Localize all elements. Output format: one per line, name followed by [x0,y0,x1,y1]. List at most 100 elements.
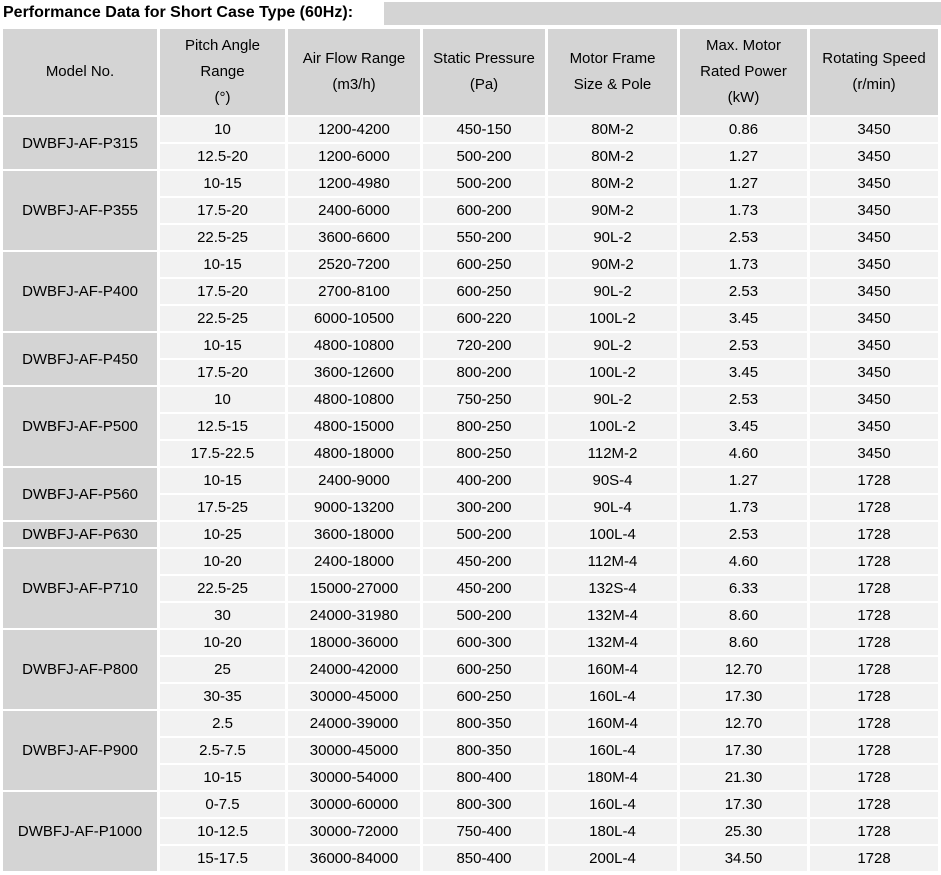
data-cell: 2.5-7.5 [160,738,285,763]
table-row: 2.5-7.5 30000-45000 800-350 160L-4 17.30 1728 [3,738,938,763]
table-row: 17.5-20 2400-6000 600-200 90M-2 1.73 3450 [3,198,938,223]
data-cell: 2700-8100 [288,279,420,304]
data-cell: 4800-18000 [288,441,420,466]
data-cell: 600-300 [423,630,545,655]
table-row: 22.5-25 15000-27000 450-200 132S-4 6.33 1728 [3,576,938,601]
data-cell: 600-200 [423,198,545,223]
data-cell: 10 [160,117,285,142]
data-cell: 0.86 [680,117,807,142]
data-cell: 21.30 [680,765,807,790]
data-cell: 1728 [810,684,938,709]
data-cell: 800-300 [423,792,545,817]
data-cell: 750-250 [423,387,545,412]
table-row: DWBFJ-AF-P800 10-20 18000-36000 600-300 132M… [3,630,938,709]
data-cell: 90M-2 [548,198,677,223]
data-cell: 4800-10800 [288,333,420,358]
column-header: Pitch Angle Range (°) [160,29,285,115]
column-header: Rotating Speed (r/min) [810,29,938,115]
header-row: Model No. Pitch Angle Range (°) Air Flow Ran… [3,29,938,115]
data-cell: 18000-36000 [288,630,420,655]
data-cell: 10-15 [160,468,285,493]
data-cell: 3450 [810,306,938,331]
data-cell: 90L-2 [548,387,677,412]
data-cell: 34.50 [680,846,807,871]
data-cell: 1.27 [680,171,807,196]
column-header-line: Size & Pole [573,76,652,93]
data-cell: 3450 [810,117,938,142]
data-cell: 550-200 [423,225,545,250]
column-header-line: (kW) [727,89,760,106]
column-header: Model No. [3,29,157,115]
data-cell: 1728 [810,792,938,817]
data-cell: 17.5-22.5 [160,441,285,466]
data-cell: 800-200 [423,360,545,385]
data-cell: 9000-13200 [288,495,420,520]
table-row: 10-15 30000-54000 800-400 180M-4 21.30 1728 [3,765,938,790]
data-cell: 25 [160,657,285,682]
data-cell: 12.70 [680,711,807,736]
data-cell: 750-400 [423,819,545,844]
column-header-line: Rotating Speed [822,50,926,67]
data-cell: 132M-4 [548,630,677,655]
data-cell: 1728 [810,738,938,763]
data-cell: 15000-27000 [288,576,420,601]
data-cell: 80M-2 [548,144,677,169]
table-row: 12.5-20 1200-6000 500-200 80M-2 1.27 3450 [3,144,938,169]
data-cell: 3450 [810,360,938,385]
data-cell: 24000-42000 [288,657,420,682]
model-cell: DWBFJ-AF-P400 [3,252,157,331]
column-header-line: Pitch Angle [184,37,261,54]
data-cell: 3.45 [680,306,807,331]
column-header: Static Pressure (Pa) [423,29,545,115]
data-cell: 500-200 [423,144,545,169]
column-header-line: Max. Motor [705,37,781,54]
data-cell: 30000-60000 [288,792,420,817]
table-row: 17.5-20 2700-8100 600-250 90L-2 2.53 3450 [3,279,938,304]
data-cell: 17.30 [680,684,807,709]
data-cell: 600-250 [423,657,545,682]
data-cell: 10-15 [160,252,285,277]
data-cell: 30000-72000 [288,819,420,844]
data-cell: 1728 [810,846,938,871]
data-cell: 850-400 [423,846,545,871]
data-cell: 500-200 [423,171,545,196]
data-cell: 450-200 [423,576,545,601]
data-cell: 10-25 [160,522,285,547]
table-row: 30-35 30000-45000 600-250 160L-4 17.30 1728 [3,684,938,709]
data-cell: 17.30 [680,792,807,817]
model-cell: DWBFJ-AF-P710 [3,549,157,628]
model-cell: DWBFJ-AF-P450 [3,333,157,385]
data-cell: 2.53 [680,279,807,304]
data-cell: 17.5-25 [160,495,285,520]
data-cell: 1728 [810,549,938,574]
data-cell: 36000-84000 [288,846,420,871]
data-cell: 1728 [810,711,938,736]
page-title: Performance Data for Short Case Type (60… [3,4,354,21]
data-cell: 1.73 [680,495,807,520]
table-row: 12.5-15 4800-15000 800-250 100L-2 3.45 3450 [3,414,938,439]
data-cell: 90L-2 [548,225,677,250]
title-bar: Performance Data for Short Case Type (60… [0,0,941,27]
data-cell: 3450 [810,279,938,304]
data-cell: 2.53 [680,333,807,358]
data-cell: 17.30 [680,738,807,763]
data-cell: 30000-54000 [288,765,420,790]
model-cell: DWBFJ-AF-P500 [3,387,157,466]
data-cell: 160L-4 [548,792,677,817]
data-cell: 1728 [810,630,938,655]
data-cell: 800-350 [423,711,545,736]
data-cell: 1200-6000 [288,144,420,169]
data-cell: 0-7.5 [160,792,285,817]
model-cell: DWBFJ-AF-P900 [3,711,157,790]
data-cell: 25.30 [680,819,807,844]
data-cell: 300-200 [423,495,545,520]
data-cell: 30000-45000 [288,684,420,709]
data-cell: 8.60 [680,630,807,655]
data-cell: 1728 [810,819,938,844]
data-cell: 3600-18000 [288,522,420,547]
data-cell: 180M-4 [548,765,677,790]
data-cell: 800-250 [423,441,545,466]
data-cell: 600-250 [423,252,545,277]
data-cell: 3450 [810,414,938,439]
data-cell: 90S-4 [548,468,677,493]
